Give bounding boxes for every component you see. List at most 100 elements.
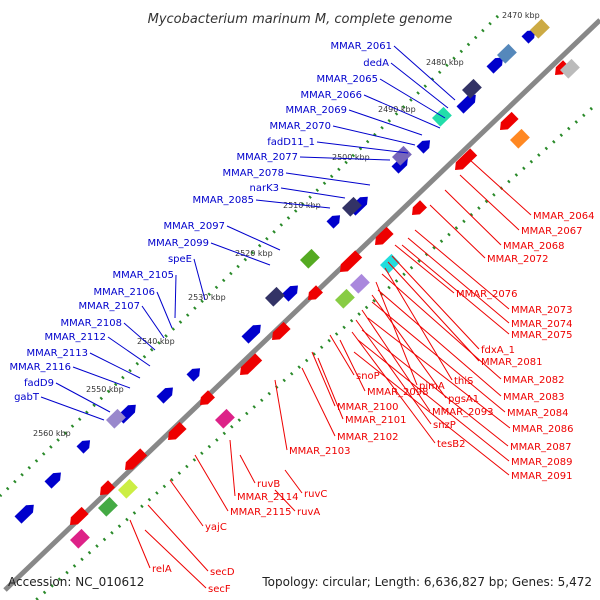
reverse-label-leader	[407, 237, 510, 324]
forward-gene-label: MMAR_2085	[193, 195, 255, 206]
reverse-label-leader	[301, 367, 336, 437]
forward-label-leader	[156, 291, 173, 329]
forward-label-leader	[393, 45, 456, 101]
reverse-gene-arrow	[340, 250, 363, 272]
reverse-label-leader	[469, 159, 532, 216]
forward-gene-arrow	[76, 440, 91, 454]
reverse-gene-arrow	[125, 448, 148, 470]
reverse-gene-label: MMAR_2114	[237, 492, 299, 503]
reverse-label-leader	[144, 529, 207, 589]
reverse-gene-label: MMAR_2072	[487, 254, 549, 265]
reverse-label-leader	[377, 289, 502, 397]
gene-block	[215, 408, 235, 429]
gene-block	[98, 496, 118, 517]
reverse-gene-label: snoP	[356, 371, 380, 382]
forward-label-leader	[72, 366, 131, 389]
kbp-tick-label: 2520 kbp	[235, 249, 273, 258]
forward-label-leader	[123, 322, 156, 351]
forward-label-leader	[332, 125, 416, 146]
reverse-label-leader	[429, 204, 486, 259]
forward-gene-arrow	[281, 285, 298, 302]
reverse-gene-label: MMAR_2091	[511, 471, 573, 482]
reverse-label-leader	[353, 351, 510, 476]
reverse-gene-label: MMAR_2074	[511, 319, 573, 330]
forward-gene-arrow	[44, 472, 61, 489]
forward-gene-label: MMAR_2112	[45, 332, 107, 343]
reverse-gene-label: MMAR_2075	[511, 330, 573, 341]
reverse-gene-label: MMAR_2101	[345, 415, 407, 426]
tick-dots-layer	[0, 14, 593, 600]
forward-label-leader	[285, 172, 371, 186]
gene-block	[335, 288, 355, 309]
reverse-label-leader	[169, 479, 204, 527]
reverse-label-leader	[355, 319, 432, 425]
reverse-gene-arrow	[70, 506, 89, 525]
reverse-gene-label: MMAR_2093	[432, 407, 494, 418]
forward-label-leader	[390, 62, 449, 109]
gene-block	[510, 128, 530, 149]
forward-gene-arrow	[486, 57, 503, 74]
genome-backbone	[3, 18, 600, 592]
reverse-label-leader	[129, 519, 151, 569]
reverse-gene-label: MMAR_2115	[230, 507, 292, 518]
forward-label-leader	[193, 258, 206, 301]
kbp-tick-label: 2560 kbp	[33, 429, 71, 438]
reverse-label-leader	[391, 255, 480, 350]
forward-gene-arrow	[14, 504, 34, 524]
forward-gene-label: gabT	[14, 392, 40, 403]
forward-gene-label: fadD11_1	[267, 137, 315, 148]
forward-gene-label: MMAR_2078	[223, 168, 285, 179]
kbp-tick-label: 2550 kbp	[86, 385, 124, 394]
forward-gene-label: MMAR_2099	[148, 238, 210, 249]
reverse-label-leader	[387, 261, 480, 362]
forward-gene-label: MMAR_2108	[61, 318, 123, 329]
reverse-gene-arrow	[272, 321, 291, 340]
forward-label-leader	[348, 109, 423, 136]
reverse-gene-label: MMAR_2102	[337, 432, 399, 443]
forward-gene-arrow	[416, 140, 431, 154]
feature-layer	[14, 18, 580, 549]
reverse-label-leader	[367, 317, 511, 429]
forward-gene-label: MMAR_2116	[10, 362, 72, 373]
reverse-label-leader	[339, 339, 366, 392]
forward-label-leader	[363, 94, 441, 129]
reverse-gene-arrow	[500, 111, 519, 130]
forward-gene-label: MMAR_2077	[237, 152, 299, 163]
reverse-gene-label: pimA	[419, 381, 445, 392]
reverse-gene-label: ruvA	[297, 507, 320, 518]
reverse-gene-label: MMAR_2087	[510, 442, 572, 453]
reverse-gene-label: MMAR_2064	[533, 211, 595, 222]
reverse-label-leader	[329, 334, 355, 376]
forward-label-leader	[299, 156, 391, 161]
reverse-gene-label: MMAR_2082	[503, 375, 565, 386]
reverse-label-leader	[459, 174, 520, 231]
reverse-label-leader	[351, 331, 436, 444]
reverse-gene-label: MMAR_2103	[289, 446, 351, 457]
reverse-gene-label: ruvC	[304, 489, 327, 500]
forward-label-leader	[226, 225, 281, 251]
forward-gene-label: MMAR_2069	[286, 105, 348, 116]
forward-label-leader	[280, 187, 346, 199]
forward-gene-label: dedA	[363, 58, 389, 69]
gene-block	[560, 58, 580, 79]
accession-text: Accession: NC_010612	[8, 575, 144, 589]
gene-block	[497, 43, 517, 64]
kbp-tick-label: 2510 kbp	[283, 201, 321, 210]
forward-gene-label: MMAR_2065	[317, 74, 379, 85]
forward-label-leader	[255, 199, 331, 209]
forward-gene-label: MMAR_2066	[301, 90, 363, 101]
kbp-tick-label: 2500 kbp	[332, 153, 370, 162]
reverse-label-leader	[401, 244, 510, 335]
forward-label-leader	[40, 396, 105, 421]
forward-gene-arrow	[456, 94, 476, 114]
gene-block	[106, 408, 126, 429]
forward-label-leader	[89, 352, 141, 379]
reverse-gene-label: secF	[208, 584, 231, 595]
reverse-gene-label: relA	[152, 564, 172, 575]
reverse-gene-label: MMAR_2076	[456, 289, 518, 300]
forward-gene-arrow	[241, 324, 261, 344]
reverse-label-leader	[394, 244, 455, 294]
gene-block	[350, 273, 370, 294]
